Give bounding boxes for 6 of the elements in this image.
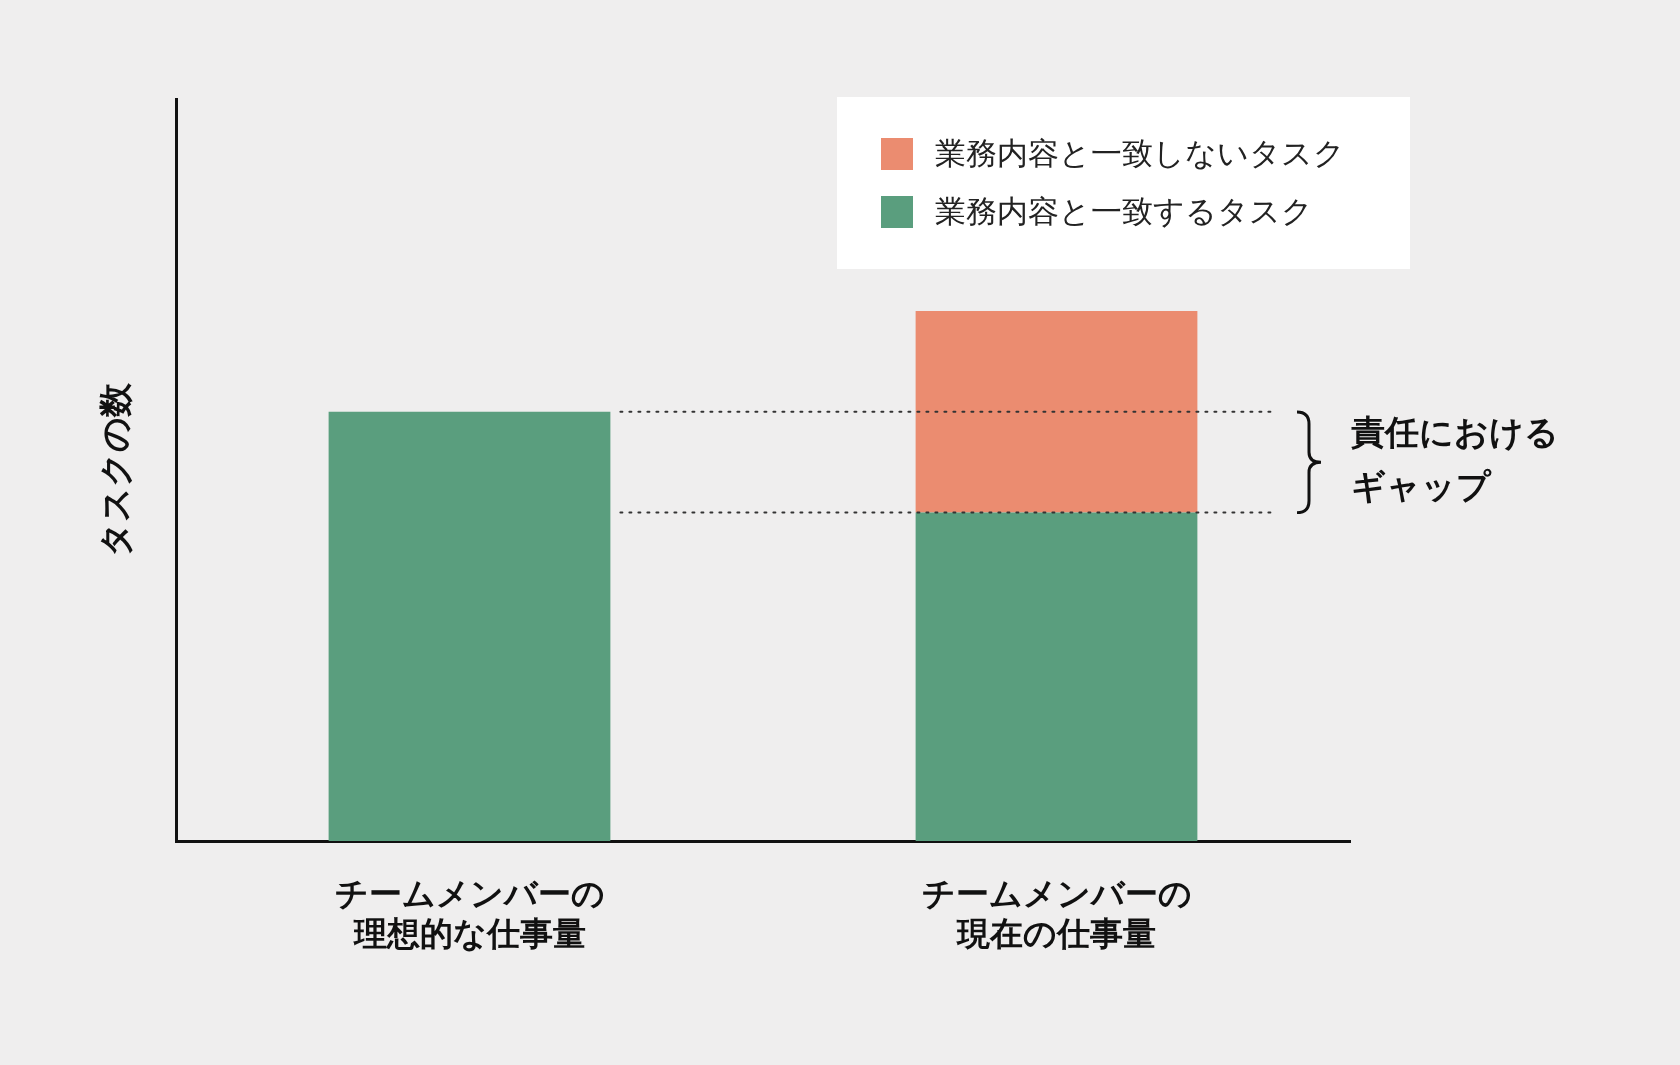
legend-label: 業務内容と一致しないタスク xyxy=(935,134,1345,173)
x-tick-label: チームメンバーの現在の仕事量 xyxy=(921,874,1192,953)
y-axis-title: タスクの数 xyxy=(94,382,135,557)
legend-label: 業務内容と一致するタスク xyxy=(935,192,1313,231)
x-tick-label: チームメンバーの理想的な仕事量 xyxy=(334,874,605,953)
text: 責任におけるギャップ xyxy=(1351,411,1560,506)
